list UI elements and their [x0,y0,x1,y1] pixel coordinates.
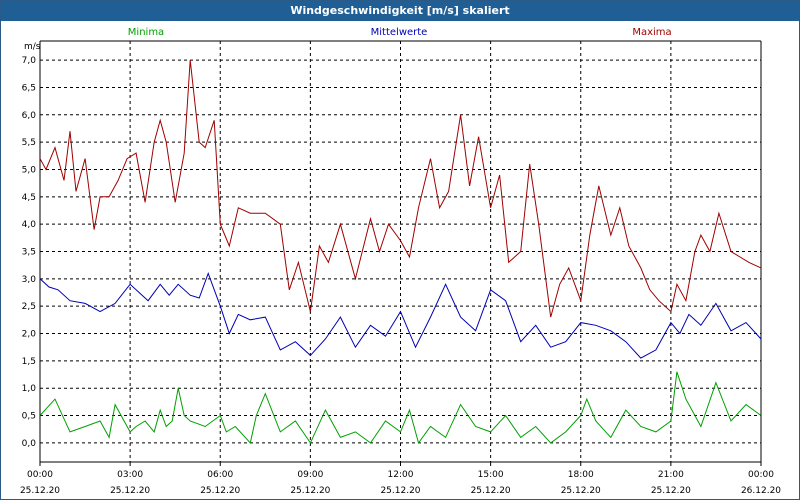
y-tick-label: 1,0 [22,384,37,394]
legend-entry-maxima: Maxima [632,27,671,38]
y-tick-label: 0,5 [22,412,36,422]
x-tick-date-label: 25.12.20 [561,486,601,496]
series-line-maxima [39,60,762,318]
y-tick-label: 4,5 [22,193,36,203]
x-tick-time-label: 12:00 [388,470,414,480]
x-tick-time-label: 00:00 [748,470,774,480]
x-tick-time-label: 03:00 [117,470,143,480]
x-tick-time-label: 18:00 [568,470,594,480]
y-tick-label: 6,0 [22,111,37,121]
x-tick-date-label: 25.12.20 [651,486,691,496]
y-tick-label: 0,0 [22,439,37,449]
y-tick-label: 4,0 [22,220,37,230]
x-tick-date-label: 25.12.20 [20,486,60,496]
y-tick-labels: 7,0 6,5 6,0 5,5 5,0 4,5 4,0 3,5 3,0 2,5 2,0 1,5 1,0 0… [22,56,37,449]
x-tick-time-label: 06:00 [207,470,233,480]
y-tick-label: 6,5 [22,83,36,93]
legend: Minima Mittelwerte Maxima [128,27,672,38]
y-axis-unit-label: m/s [24,42,41,52]
y-tick-label: 2,5 [22,302,36,312]
x-tick-date-label: 25.12.20 [380,486,420,496]
legend-entry-mittelwerte: Mittelwerte [371,27,428,38]
y-tick-label: 2,0 [22,330,37,340]
x-tick-date-label: 25.12.20 [471,486,511,496]
series-line-mittelwerte [39,271,762,359]
y-tick-label: 5,0 [22,165,37,175]
chart-title: Windgeschwindigkeit [m/s] skaliert [1,1,799,21]
x-tick-date-label: 26.12.20 [741,486,781,496]
x-tick-date-label: 25.12.20 [110,486,150,496]
x-tick-time-label: 09:00 [297,470,323,480]
x-tick-time-label: 15:00 [478,470,504,480]
series-line-minima [39,371,762,445]
x-tick-labels: 00:00 25.12.20 03:00 25.12.20 06:00 25.12.20 0… [20,470,781,496]
grid [39,41,762,466]
y-tick-label: 5,5 [22,138,36,148]
x-tick-date-label: 25.12.20 [290,486,330,496]
y-tick-label: 3,0 [22,275,37,285]
y-tick-label: 3,5 [22,248,36,258]
x-tick-time-label: 21:00 [658,470,684,480]
series-lines [39,60,762,445]
x-tick-date-label: 25.12.20 [200,486,240,496]
y-tick-label: 1,5 [22,357,36,367]
legend-entry-minima: Minima [128,27,164,38]
x-tick-time-label: 00:00 [27,470,53,480]
y-tick-label: 7,0 [22,56,37,66]
